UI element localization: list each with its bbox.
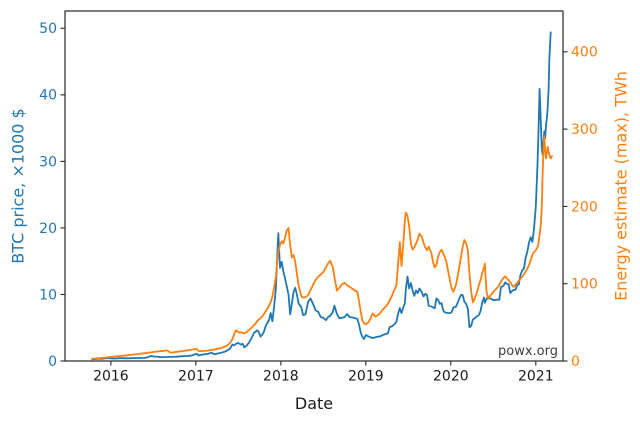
right-y-tick-label: 400 bbox=[571, 45, 598, 61]
left-y-tick-label: 50 bbox=[39, 21, 57, 37]
right-axis-title: Energy estimate (max), TWh bbox=[611, 71, 631, 301]
watermark-text: powx.org bbox=[498, 344, 558, 359]
right-y-tick-label: 100 bbox=[571, 277, 598, 293]
left-y-tick-label: 20 bbox=[39, 221, 57, 237]
x-tick-label: 2016 bbox=[93, 369, 129, 385]
right-y-tick-label: 200 bbox=[571, 199, 598, 215]
x-tick-label: 2021 bbox=[518, 369, 554, 385]
x-tick-label: 2019 bbox=[348, 369, 384, 385]
energy-estimate-line bbox=[91, 135, 553, 360]
left-y-tick-label: 40 bbox=[39, 88, 57, 104]
x-tick-label: 2020 bbox=[433, 369, 469, 385]
x-tick-label: 2017 bbox=[178, 369, 214, 385]
x-tick-label: 2018 bbox=[263, 369, 299, 385]
right-y-tick-label: 300 bbox=[571, 122, 598, 138]
x-axis-title: Date bbox=[294, 394, 334, 413]
left-axis-title: BTC price, ×1000 $ bbox=[8, 108, 28, 264]
left-y-tick-label: 0 bbox=[48, 354, 57, 370]
left-y-tick-label: 10 bbox=[39, 287, 57, 303]
right-y-tick-label: 0 bbox=[571, 354, 580, 370]
left-y-tick-label: 30 bbox=[39, 154, 57, 170]
btc-price-line bbox=[91, 31, 552, 361]
plot-border bbox=[64, 10, 564, 362]
